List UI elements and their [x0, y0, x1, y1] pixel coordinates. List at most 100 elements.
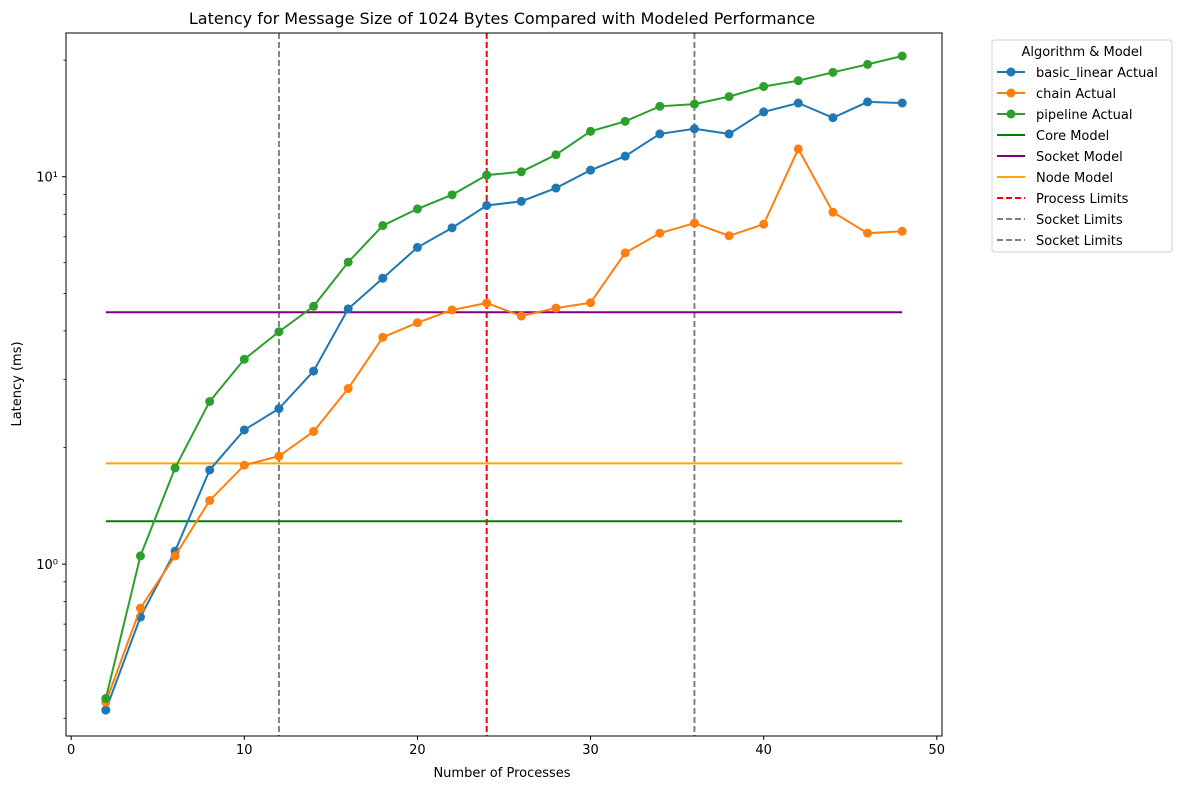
legend-label: Socket Limits	[1036, 213, 1123, 228]
data-point	[551, 150, 561, 160]
series-line	[104, 146, 903, 703]
data-point	[828, 113, 838, 123]
data-point	[897, 226, 907, 236]
data-point	[655, 101, 665, 111]
x-tick-label: 40	[755, 743, 772, 758]
data-point	[135, 603, 145, 613]
data-point	[759, 219, 769, 229]
x-tick-label: 50	[929, 743, 946, 758]
data-point	[516, 311, 526, 321]
data-point	[482, 170, 492, 180]
legend-label: Process Limits	[1036, 192, 1129, 207]
data-point	[655, 228, 665, 238]
data-point	[309, 301, 319, 311]
axes-frame	[65, 32, 943, 737]
series-line	[104, 55, 903, 699]
data-point	[343, 257, 353, 267]
data-point	[274, 451, 284, 461]
data-point	[447, 190, 457, 200]
data-point	[170, 463, 180, 473]
data-point	[101, 705, 111, 715]
legend-label: Socket Model	[1036, 150, 1123, 165]
x-tick-label: 20	[409, 743, 426, 758]
data-point	[135, 551, 145, 561]
data-point	[205, 396, 215, 406]
x-tick-label: 10	[236, 743, 253, 758]
data-point	[759, 107, 769, 117]
data-point	[412, 204, 422, 214]
data-point	[689, 99, 699, 109]
data-point	[412, 242, 422, 252]
data-point	[863, 59, 873, 69]
data-point	[447, 305, 457, 315]
data-point	[620, 116, 630, 126]
data-point	[309, 426, 319, 436]
data-point	[516, 167, 526, 177]
legend-label: Socket Limits	[1036, 234, 1123, 249]
axes: 0 10 20 30 40 50 10⁰ 10¹	[36, 59, 946, 758]
data-point	[170, 551, 180, 561]
data-point	[586, 298, 596, 308]
data-point	[205, 465, 215, 475]
data-point	[378, 273, 388, 283]
legend-box	[991, 39, 1173, 253]
data-point	[828, 67, 838, 77]
data-point	[412, 318, 422, 328]
data-point	[343, 304, 353, 314]
data-point	[863, 228, 873, 238]
legend-label: pipeline Actual	[1036, 108, 1132, 123]
data-point	[689, 218, 699, 228]
data-point	[239, 425, 249, 435]
legend-title: Algorithm & Model	[1021, 45, 1142, 60]
legend-label: basic_linear Actual	[1036, 66, 1158, 81]
legend-label: Node Model	[1036, 171, 1113, 186]
data-point	[620, 248, 630, 258]
plot-area	[101, 33, 907, 736]
x-tick-label: 30	[582, 743, 599, 758]
data-point	[793, 98, 803, 108]
data-point	[793, 144, 803, 154]
data-point	[828, 207, 838, 217]
legend-marker	[1006, 67, 1016, 77]
data-point	[101, 693, 111, 703]
data-point	[274, 327, 284, 337]
data-point	[655, 129, 665, 139]
data-point	[897, 51, 907, 61]
legend-label: chain Actual	[1036, 87, 1116, 102]
data-point	[759, 81, 769, 91]
data-point	[239, 460, 249, 470]
data-point	[724, 231, 734, 241]
data-point	[482, 200, 492, 210]
data-point	[378, 332, 388, 342]
data-point	[239, 354, 249, 364]
x-tick-label: 0	[67, 743, 75, 758]
data-point	[689, 124, 699, 134]
data-point	[863, 97, 873, 107]
chart-title: Latency for Message Size of 1024 Bytes C…	[189, 9, 815, 28]
data-point	[551, 303, 561, 313]
data-point	[482, 298, 492, 308]
legend-marker	[1006, 109, 1016, 119]
legend-marker	[1006, 88, 1016, 98]
y-tick-label: 10⁰	[36, 558, 58, 573]
data-point	[724, 92, 734, 102]
data-point	[724, 129, 734, 139]
data-point	[793, 76, 803, 86]
data-point	[516, 196, 526, 206]
y-tick-label: 10¹	[36, 171, 58, 186]
data-point	[378, 221, 388, 231]
data-point	[586, 165, 596, 175]
data-point	[897, 98, 907, 108]
x-axis-label: Number of Processes	[433, 766, 570, 781]
data-point	[343, 384, 353, 394]
series-line	[104, 100, 903, 711]
legend: Algorithm & Model basic_linear Actual chai…	[991, 39, 1173, 253]
legend-label: Core Model	[1036, 129, 1109, 144]
data-point	[620, 151, 630, 161]
data-point	[274, 404, 284, 414]
data-point	[205, 495, 215, 505]
data-point	[586, 126, 596, 136]
data-point	[309, 366, 319, 376]
data-point	[447, 223, 457, 233]
